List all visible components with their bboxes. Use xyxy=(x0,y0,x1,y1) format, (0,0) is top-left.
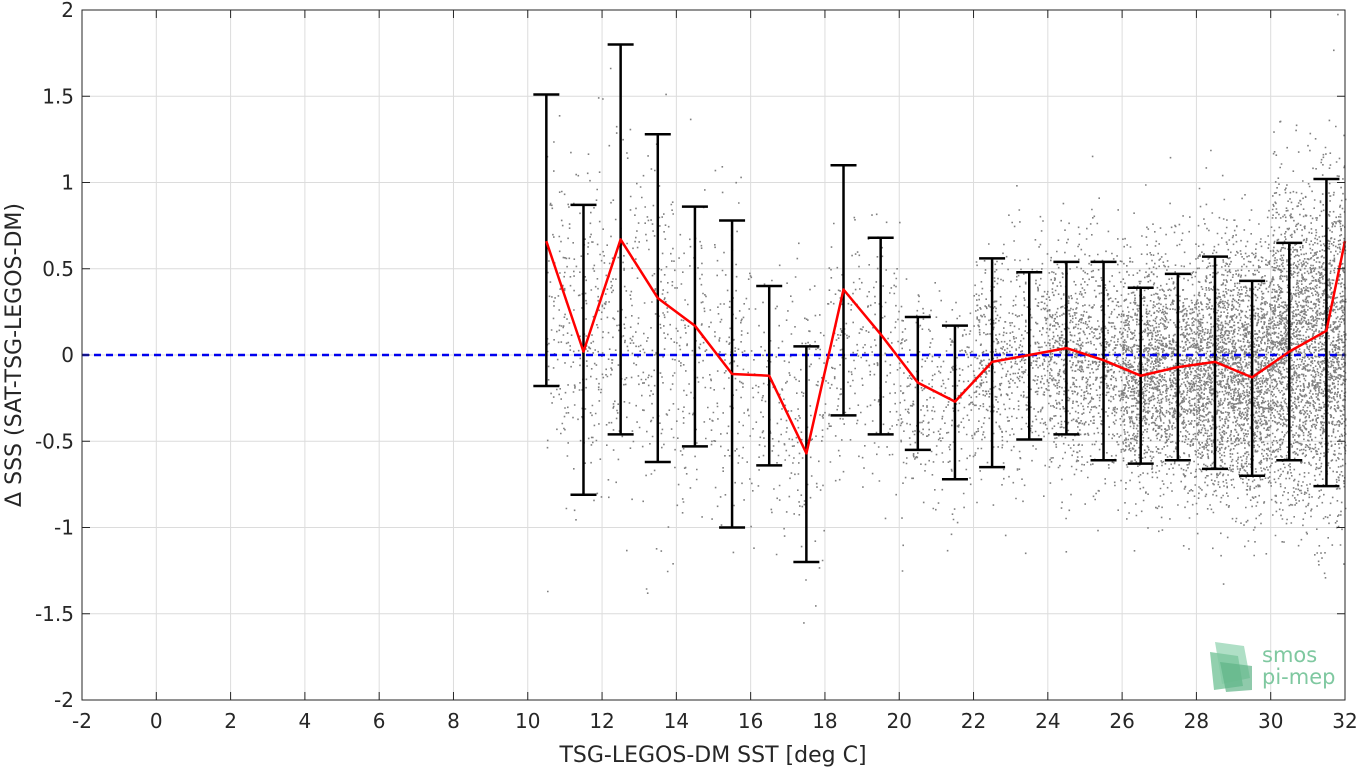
y-tick-labels: -2 -1.5 -1 -0.5 0 0.5 1 1.5 2 xyxy=(35,0,1345,712)
y-tick-label: 2 xyxy=(61,0,74,22)
smos-pimep-logo: smos pi-mep xyxy=(1210,642,1335,692)
x-tick-label: 32 xyxy=(1332,709,1357,733)
x-tick-label: 20 xyxy=(887,709,912,733)
x-tick-label: 10 xyxy=(515,709,540,733)
error-bar xyxy=(533,93,560,388)
x-tick-label: 2 xyxy=(224,709,237,733)
y-tick-label: -2 xyxy=(54,688,74,712)
x-axis-label: TSG-LEGOS-DM SST [deg C] xyxy=(558,743,866,768)
y-tick-label: 0 xyxy=(61,343,74,367)
error-bar xyxy=(1313,177,1340,488)
y-axis-label: Δ SSS (SAT-TSG-LEGOS-DM) xyxy=(2,203,27,507)
x-tick-label: 0 xyxy=(150,709,163,733)
logo-text-line1: smos xyxy=(1262,643,1317,667)
x-tick-label: 22 xyxy=(961,709,986,733)
y-tick-label: -1.5 xyxy=(35,602,74,626)
x-tick-label: 14 xyxy=(664,709,689,733)
x-tick-labels: -2 0 2 4 6 8 10 12 14 16 18 20 22 24 26 28 30 32 xyxy=(72,10,1358,733)
x-tick-label: 4 xyxy=(299,709,312,733)
x-tick-label: 12 xyxy=(589,709,614,733)
x-tick-label: 8 xyxy=(447,709,460,733)
error-bars xyxy=(533,43,1340,564)
y-tick-label: 1.5 xyxy=(42,84,74,108)
y-tick-label: -0.5 xyxy=(35,429,74,453)
x-tick-label: 28 xyxy=(1184,709,1209,733)
x-tick-label: -2 xyxy=(72,709,92,733)
mean-polyline xyxy=(545,238,1347,455)
x-tick-label: 24 xyxy=(1035,709,1060,733)
y-tick-label: 1 xyxy=(61,171,74,195)
x-tick-label: 30 xyxy=(1258,709,1283,733)
y-tick-label: 0.5 xyxy=(42,257,74,281)
x-tick-label: 18 xyxy=(812,709,837,733)
mean-line xyxy=(545,238,1347,455)
x-tick-label: 26 xyxy=(1109,709,1134,733)
x-tick-label: 16 xyxy=(738,709,763,733)
y-tick-label: -1 xyxy=(54,516,74,540)
logo-emblem-icon xyxy=(1210,642,1252,692)
x-tick-label: 6 xyxy=(373,709,386,733)
logo-text-line2: pi-mep xyxy=(1262,665,1335,689)
